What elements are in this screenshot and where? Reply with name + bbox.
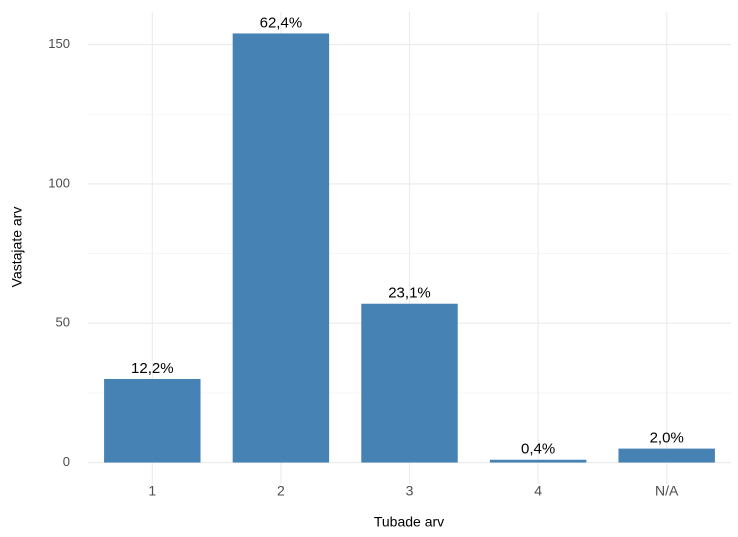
y-axis-title: Vastajate arv	[9, 207, 25, 288]
bar	[361, 303, 458, 463]
value-label: 0,4%	[521, 441, 555, 458]
bar	[618, 448, 715, 463]
x-tick-label: 1	[148, 483, 156, 499]
y-tick-label: 100	[48, 175, 70, 190]
bar	[232, 33, 330, 463]
y-tick-label: 50	[56, 315, 70, 330]
y-tick-label: 0	[63, 454, 70, 469]
x-tick-label: N/A	[655, 483, 679, 499]
value-label: 2,0%	[650, 430, 684, 447]
bar	[489, 459, 587, 463]
value-label: 23,1%	[388, 285, 431, 302]
x-tick-label: 4	[534, 483, 542, 499]
x-tick-label: 3	[406, 483, 414, 499]
x-axis-title: Tubade arv	[374, 514, 444, 530]
value-label: 12,2%	[131, 360, 174, 377]
value-label: 62,4%	[260, 14, 303, 31]
bar	[104, 378, 201, 463]
x-tick-label: 2	[277, 483, 285, 499]
y-tick-label: 150	[48, 36, 70, 51]
